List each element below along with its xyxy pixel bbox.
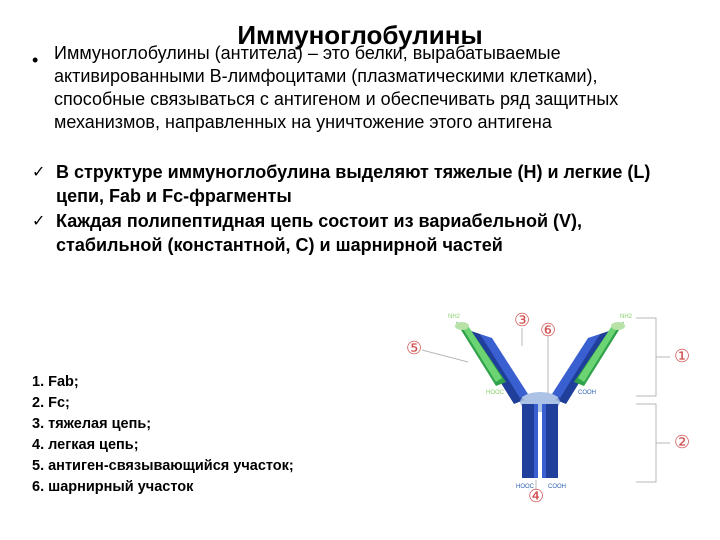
checklist: ✓ В структуре иммуноглобулина выделяют т… [32, 160, 688, 257]
legend-4: 4. легкая цепь; [32, 435, 294, 456]
legend-1: 1. Fab; [32, 372, 294, 393]
marker-1: ① [674, 346, 690, 366]
definition-block: • Иммуноглобулины (антитела) – это белки… [32, 42, 688, 134]
marker-4: ④ [528, 486, 544, 504]
heavy-chains [468, 330, 612, 478]
check-item-1: В структуре иммуноглобулина выделяют тяж… [56, 160, 688, 209]
label-cooh-b: COOH [548, 484, 566, 490]
definition-text: Иммуноглобулины (антитела) – это белки, … [54, 42, 688, 134]
legend-3: 3. тяжелая цепь; [32, 414, 294, 435]
legend-5: 5. антиген-связывающийся участок; [32, 456, 294, 477]
bracket-lines [636, 318, 670, 482]
figure-legend: 1. Fab; 2. Fc; 3. тяжелая цепь; 4. легка… [32, 372, 294, 498]
antibody-figure: NH2 NH2 HOOC COOH HOOC COOH ① ② ③ ④ ⑤ ⑥ [398, 304, 698, 504]
check-icon: ✓ [32, 160, 56, 184]
label-nh2-l: NH2 [448, 314, 461, 320]
bullet-dot: • [32, 42, 54, 73]
antibody-svg: NH2 NH2 HOOC COOH HOOC COOH ① ② ③ ④ ⑤ ⑥ [398, 304, 698, 504]
marker-3: ③ [514, 310, 530, 330]
marker-2: ② [674, 432, 690, 452]
label-nh2-r: NH2 [620, 314, 633, 320]
marker-5: ⑤ [406, 338, 422, 358]
legend-2: 2. Fc; [32, 393, 294, 414]
legend-6: 6. шарнирный участок [32, 477, 294, 498]
label-hooc-l: HOOC [486, 390, 505, 396]
check-item-2: Каждая полипептидная цепь состоит из вар… [56, 209, 688, 258]
label-cooh-r: COOH [578, 390, 596, 396]
marker-6: ⑥ [540, 320, 556, 340]
check-icon: ✓ [32, 209, 56, 233]
